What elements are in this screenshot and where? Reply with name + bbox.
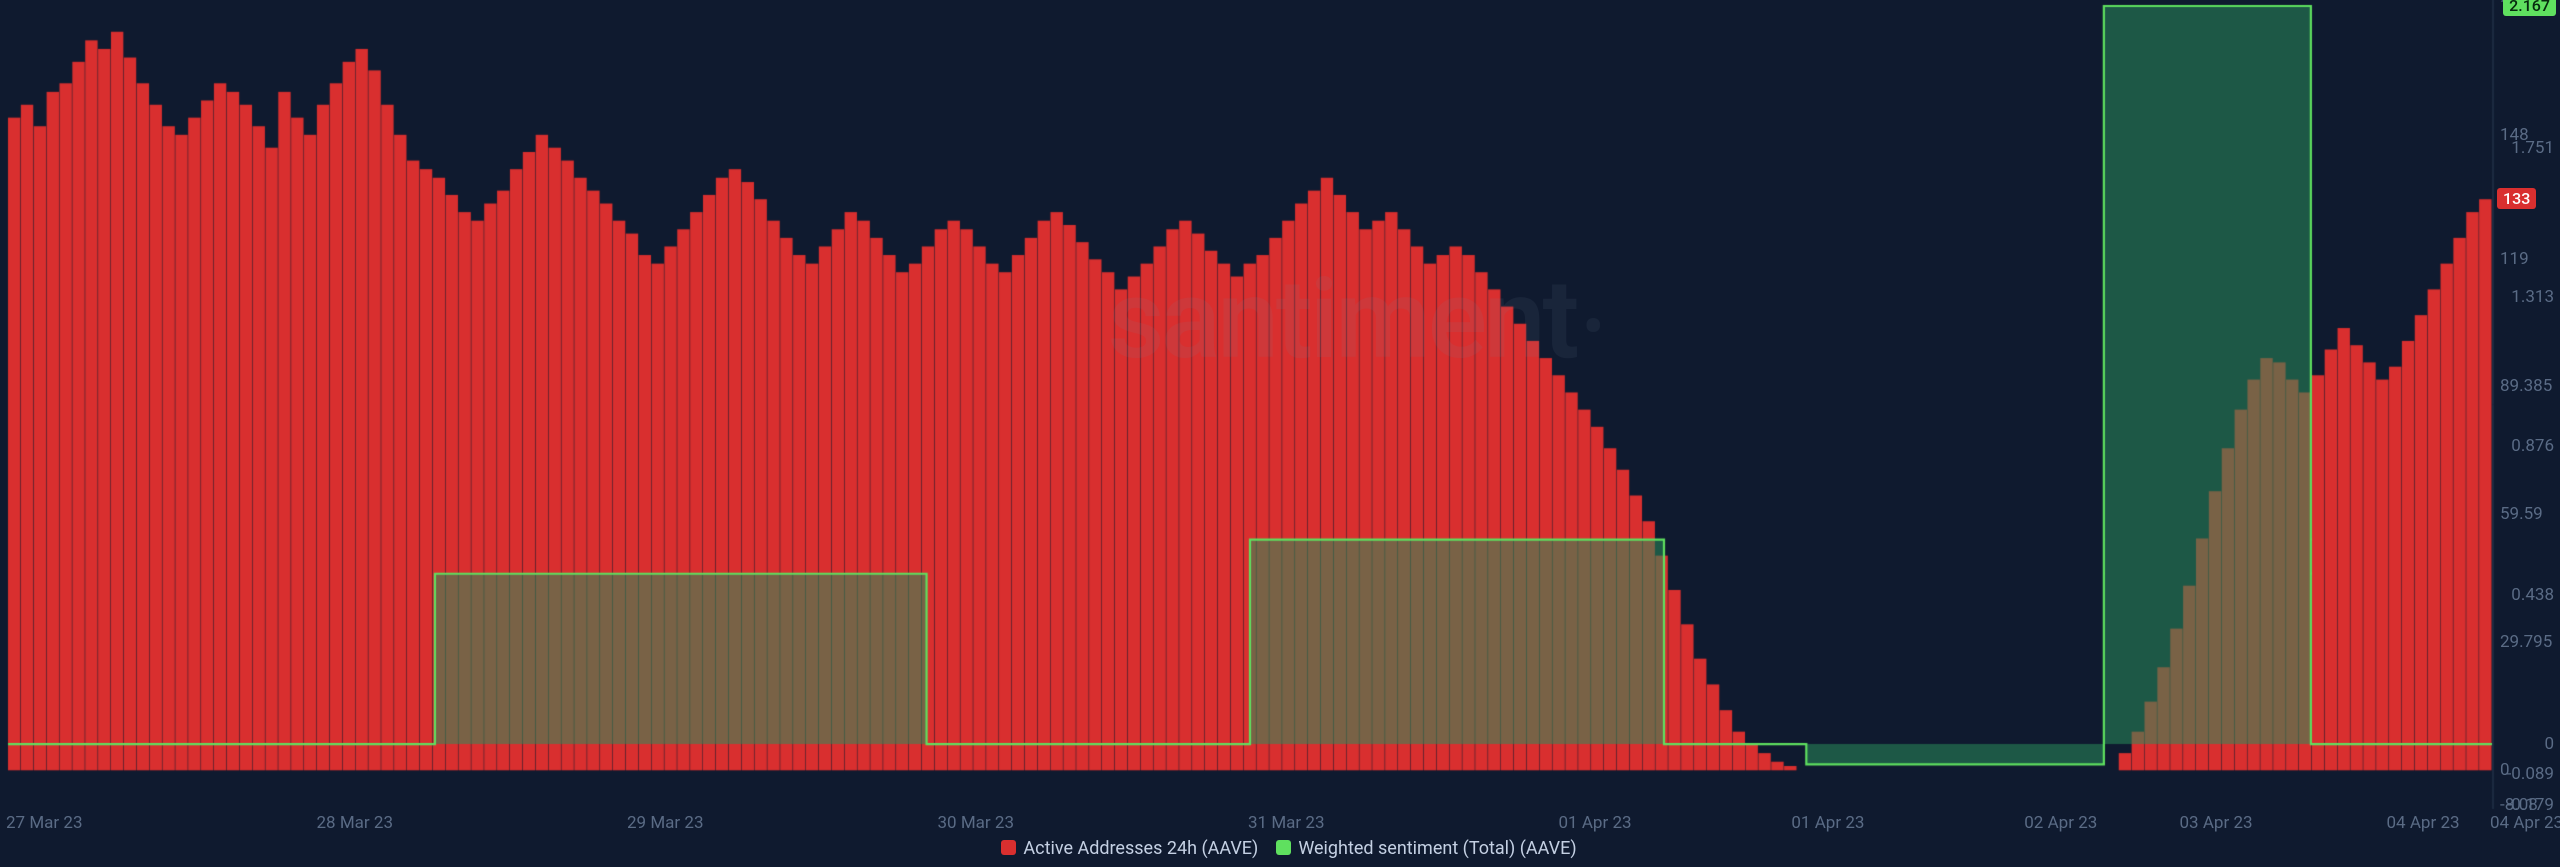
x-tick: 01 Apr 23 [1559,813,1632,833]
y2-tick: -0.179 [2507,795,2554,815]
legend-swatch [1001,840,1016,855]
y2-tick: 0 [2544,734,2554,754]
chart-canvas[interactable] [0,0,2560,867]
legend-label: Active Addresses 24h (AAVE) [1023,838,1258,859]
y1-tick: 89.385 [2500,376,2552,396]
x-tick: 29 Mar 23 [627,813,704,833]
y2-tick: 1.751 [2511,138,2554,158]
x-tick: 02 Apr 23 [2024,813,2097,833]
legend-label: Weighted sentiment (Total) (AAVE) [1298,838,1576,859]
x-tick: 01 Apr 23 [1791,813,1864,833]
x-tick: 04 Apr 23 [2387,813,2460,833]
x-tick: 30 Mar 23 [938,813,1015,833]
active-addresses-current-badge: 133 [2497,188,2536,209]
y2-tick: 0.876 [2511,436,2554,456]
x-tick: 03 Apr 23 [2180,813,2253,833]
y2-tick: -0.089 [2507,764,2554,784]
y2-tick: 1.313 [2511,287,2554,307]
y1-tick: 119 [2500,249,2529,269]
x-tick: 31 Mar 23 [1248,813,1325,833]
legend: Active Addresses 24h (AAVE) Weighted sent… [0,838,2560,859]
y1-tick: 29.795 [2500,632,2552,652]
x-tick: 04 Apr 23 [2490,813,2560,833]
legend-swatch [1276,840,1291,855]
x-tick: 28 Mar 23 [317,813,394,833]
y1-tick: 59.59 [2500,504,2543,524]
x-tick: 27 Mar 23 [6,813,83,833]
sentiment-current-badge: 2.167 [2503,0,2556,16]
y2-tick: 0.438 [2511,585,2554,605]
